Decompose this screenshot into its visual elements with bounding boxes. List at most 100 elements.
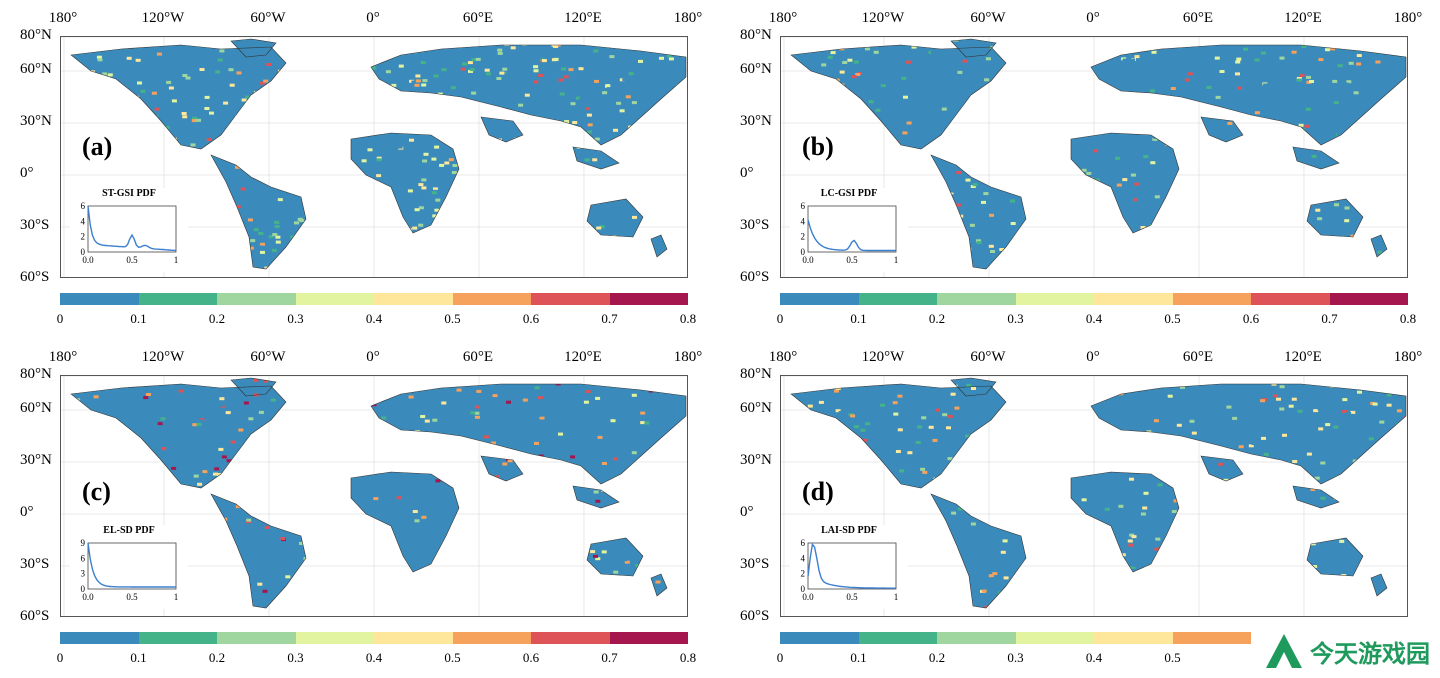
map-pixel <box>1325 48 1330 52</box>
map-pixel <box>926 380 931 384</box>
map-pixel <box>504 500 509 504</box>
coastline <box>480 455 524 482</box>
map-pixel <box>1241 92 1247 95</box>
map-pixel <box>319 39 325 41</box>
map-pixel <box>1263 452 1269 456</box>
map-pixel <box>238 432 244 436</box>
map-pixel <box>660 566 665 570</box>
map-pixel <box>666 535 671 539</box>
coastline <box>930 493 1027 609</box>
map-pixel <box>335 435 341 439</box>
map-pixel <box>309 454 314 458</box>
map-pixel <box>225 476 231 480</box>
latitude-tick-label: 0° <box>740 165 754 181</box>
map-pixel <box>1115 156 1120 160</box>
map-pixel <box>644 421 650 425</box>
map-pixel <box>295 242 301 246</box>
map-pixel <box>83 170 89 174</box>
map-pixel <box>274 469 280 473</box>
map-pixel <box>1007 594 1013 598</box>
map-pixel <box>504 567 509 571</box>
map-pixel <box>376 156 382 160</box>
map-pixel <box>996 492 1002 496</box>
map-pixel <box>396 496 402 500</box>
map-pixel <box>925 234 931 238</box>
map-pixel <box>1344 493 1350 497</box>
map-pixel <box>479 238 485 242</box>
map-pixel <box>386 510 392 514</box>
map-pixel <box>635 197 641 201</box>
map-pixel <box>213 538 218 542</box>
map-pixel <box>1057 80 1063 84</box>
map-pixel <box>491 88 497 92</box>
map-pixel <box>986 390 992 394</box>
map-pixel <box>584 266 590 269</box>
map-pixel <box>188 169 194 173</box>
map-pixel <box>100 442 106 445</box>
map-pixel <box>225 411 231 415</box>
map-pixel <box>1155 433 1161 437</box>
map-pixel <box>493 604 499 608</box>
map-pixel <box>1305 107 1311 111</box>
map-pixel <box>206 261 211 265</box>
map-pixel <box>150 516 156 520</box>
map-pixel <box>990 250 995 253</box>
map-pixel <box>870 92 876 96</box>
map-pixel <box>385 70 391 74</box>
map-pixel <box>224 215 230 219</box>
map-pixel <box>508 378 514 380</box>
map-pixel <box>169 494 175 498</box>
map-pixel <box>1172 111 1177 115</box>
map-pixel <box>600 239 606 243</box>
map-pixel <box>1346 238 1352 242</box>
map-pixel <box>239 403 245 407</box>
map-pixel <box>445 39 451 43</box>
map-pixel <box>535 222 541 226</box>
map-pixel <box>1206 576 1212 580</box>
map-pixel <box>109 124 115 128</box>
map-pixel <box>1407 103 1408 106</box>
map-pixel <box>1266 550 1272 554</box>
map-pixel <box>1182 600 1188 604</box>
map-pixel <box>228 561 234 565</box>
map-pixel <box>482 244 488 248</box>
map-pixel <box>438 223 444 227</box>
map-pixel <box>1127 422 1133 426</box>
map-pixel <box>1320 487 1326 491</box>
map-pixel <box>140 505 146 509</box>
map-pixel <box>673 473 678 477</box>
map-pixel <box>608 521 614 525</box>
map-pixel <box>668 57 674 61</box>
map-pixel <box>341 275 346 277</box>
map-pixel <box>303 456 308 460</box>
map-pixel <box>673 204 679 207</box>
map-pixel <box>1361 261 1367 265</box>
map-pixel <box>257 582 263 586</box>
map-pixel <box>1311 606 1317 608</box>
map-pixel <box>610 39 616 41</box>
map-pixel <box>925 276 930 277</box>
map-pixel <box>510 503 516 507</box>
map-pixel <box>1051 524 1057 528</box>
map-pixel <box>1249 430 1255 434</box>
map-pixel <box>418 183 424 187</box>
latitude-tick-label: 30°N <box>20 113 52 129</box>
map-pixel <box>155 104 161 108</box>
map-pixel <box>384 472 390 476</box>
map-pixel <box>492 433 498 437</box>
latitude-tick-label: 60°N <box>740 400 772 416</box>
map-pixel <box>654 561 660 565</box>
map-pixel <box>892 401 898 405</box>
map-pixel <box>840 143 846 147</box>
map-pixel <box>823 89 829 93</box>
map-pixel <box>402 451 408 455</box>
map-pixel <box>1300 567 1306 570</box>
map-pixel <box>1228 530 1234 534</box>
map-pixel <box>200 89 206 92</box>
map-pixel <box>1347 138 1353 142</box>
map-pixel <box>107 73 113 77</box>
map-pixel <box>171 466 177 470</box>
map-pixel <box>1038 402 1044 406</box>
map-pixel <box>1079 542 1085 546</box>
map-pixel <box>203 577 209 581</box>
